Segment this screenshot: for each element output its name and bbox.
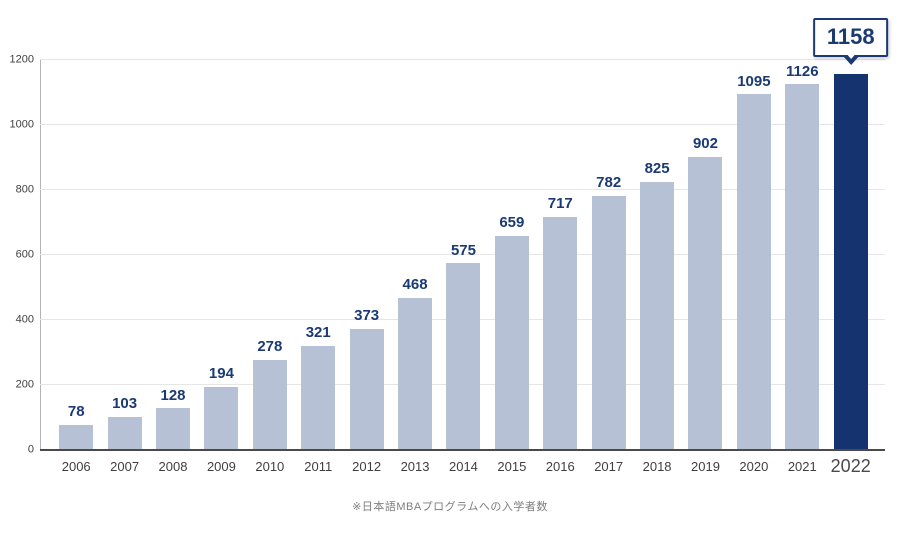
x-axis-tick-label: 2018 [642,459,672,474]
y-axis-tick-label: 600 [15,248,34,261]
bar [736,94,771,450]
y-axis-tick-label: 1200 [9,53,34,66]
x-axis-tick-label: 2009 [206,459,236,474]
bar [349,328,384,450]
y-axis-labels: 0 200 400 600 800 1000 1200 [0,54,34,455]
bar-column-2014: 575 [439,60,487,450]
bar-column-2008: 128 [149,60,197,450]
bar [107,416,142,450]
bar-highlight [833,73,868,450]
x-axis-tick-label: 2008 [158,459,188,474]
x-axis-tick-label: 2021 [787,459,817,474]
bar-column-2010: 278 [246,60,294,450]
bar-value-label: 659 [499,214,525,232]
bar-column-2011: 321 [294,60,342,450]
bar [156,408,191,450]
bars-row: 78 103 128 194 278 321 373 468 575 659 717 782 825 90… [40,17,889,450]
bar [494,235,529,450]
x-axis-tick-label: 2006 [61,459,91,474]
x-axis-tick-label: 2013 [400,459,430,474]
x-axis-tick-label: 2014 [448,459,478,474]
bar [688,156,723,450]
plot-area: 78 103 128 194 278 321 373 468 575 659 717 782 825 90… [40,17,889,451]
gridline [40,189,885,190]
bar [591,195,626,450]
x-axis-tick-label: 2020 [739,459,769,474]
bar-column-2022: 1158 [812,17,889,450]
bar-value-label: 278 [257,338,283,356]
bar [446,263,481,450]
bar [543,216,578,450]
callout-highlight-value: 1158 [812,17,889,57]
bar-column-2021: 1126 [778,60,826,450]
bar-value-label: 194 [208,365,234,383]
chart-caption: ※日本語MBAプログラムへの入学者数 [352,501,548,513]
bar [252,359,287,450]
bar [640,181,675,450]
bar-value-label: 902 [692,135,718,153]
bar-value-label: 78 [67,403,85,421]
gridline [40,124,885,125]
bar-value-label: 128 [160,386,186,404]
bar-value-label: 1126 [786,62,819,80]
gridline [40,254,885,255]
x-axis-tick-label: 2017 [594,459,624,474]
x-axis-tick-label: 2012 [352,459,382,474]
x-axis-tick-label: 2010 [255,459,285,474]
bar-value-label: 321 [305,324,331,342]
bar-value-label: 103 [112,395,138,413]
bar-column-2019: 902 [681,60,729,450]
y-axis-tick-label: 0 [27,443,34,456]
y-axis-tick-label: 800 [15,183,34,196]
gridline [40,59,885,60]
bar-column-2013: 468 [391,60,439,450]
bar-value-label: 575 [450,241,476,259]
bar [59,424,94,450]
x-axis-tick-label: 2015 [497,459,527,474]
bar [301,345,336,450]
x-axis-tick-label: 2011 [304,459,333,474]
y-axis-tick-label: 200 [15,378,34,391]
bar-column-2020: 1095 [730,60,778,450]
bar-column-2016: 717 [536,60,584,450]
bar-value-label: 717 [547,195,573,213]
bar-column-2012: 373 [342,60,390,450]
bar-column-2015: 659 [488,60,536,450]
bar-value-label: 468 [402,276,428,294]
bar [785,84,820,450]
bar-column-2006: 78 [52,60,100,450]
bar-value-label: 782 [596,174,622,192]
x-axis-labels: 2006 2007 2008 2009 2010 2011 2012 2013 2014 2015… [40,452,885,477]
bar [204,386,239,450]
bar-column-2018: 825 [633,60,681,450]
x-axis-tick-label: 2022 [830,456,871,476]
y-axis-tick-label: 400 [15,313,34,326]
bar-value-label: 1095 [737,72,771,90]
y-axis-tick-label: 1000 [9,118,34,131]
bar-value-label: 373 [354,307,380,325]
bar-column-2017: 782 [584,60,632,450]
bar-column-2009: 194 [197,60,245,450]
bar-value-label: 825 [644,160,670,178]
x-axis-tick-label: 2016 [545,459,575,474]
x-axis-baseline [40,449,885,451]
x-axis-tick-label: 2007 [110,459,140,474]
y-axis-line [40,60,41,450]
bar-column-2007: 103 [100,60,148,450]
bar [398,297,433,450]
x-axis-tick-label: 2019 [691,459,720,474]
